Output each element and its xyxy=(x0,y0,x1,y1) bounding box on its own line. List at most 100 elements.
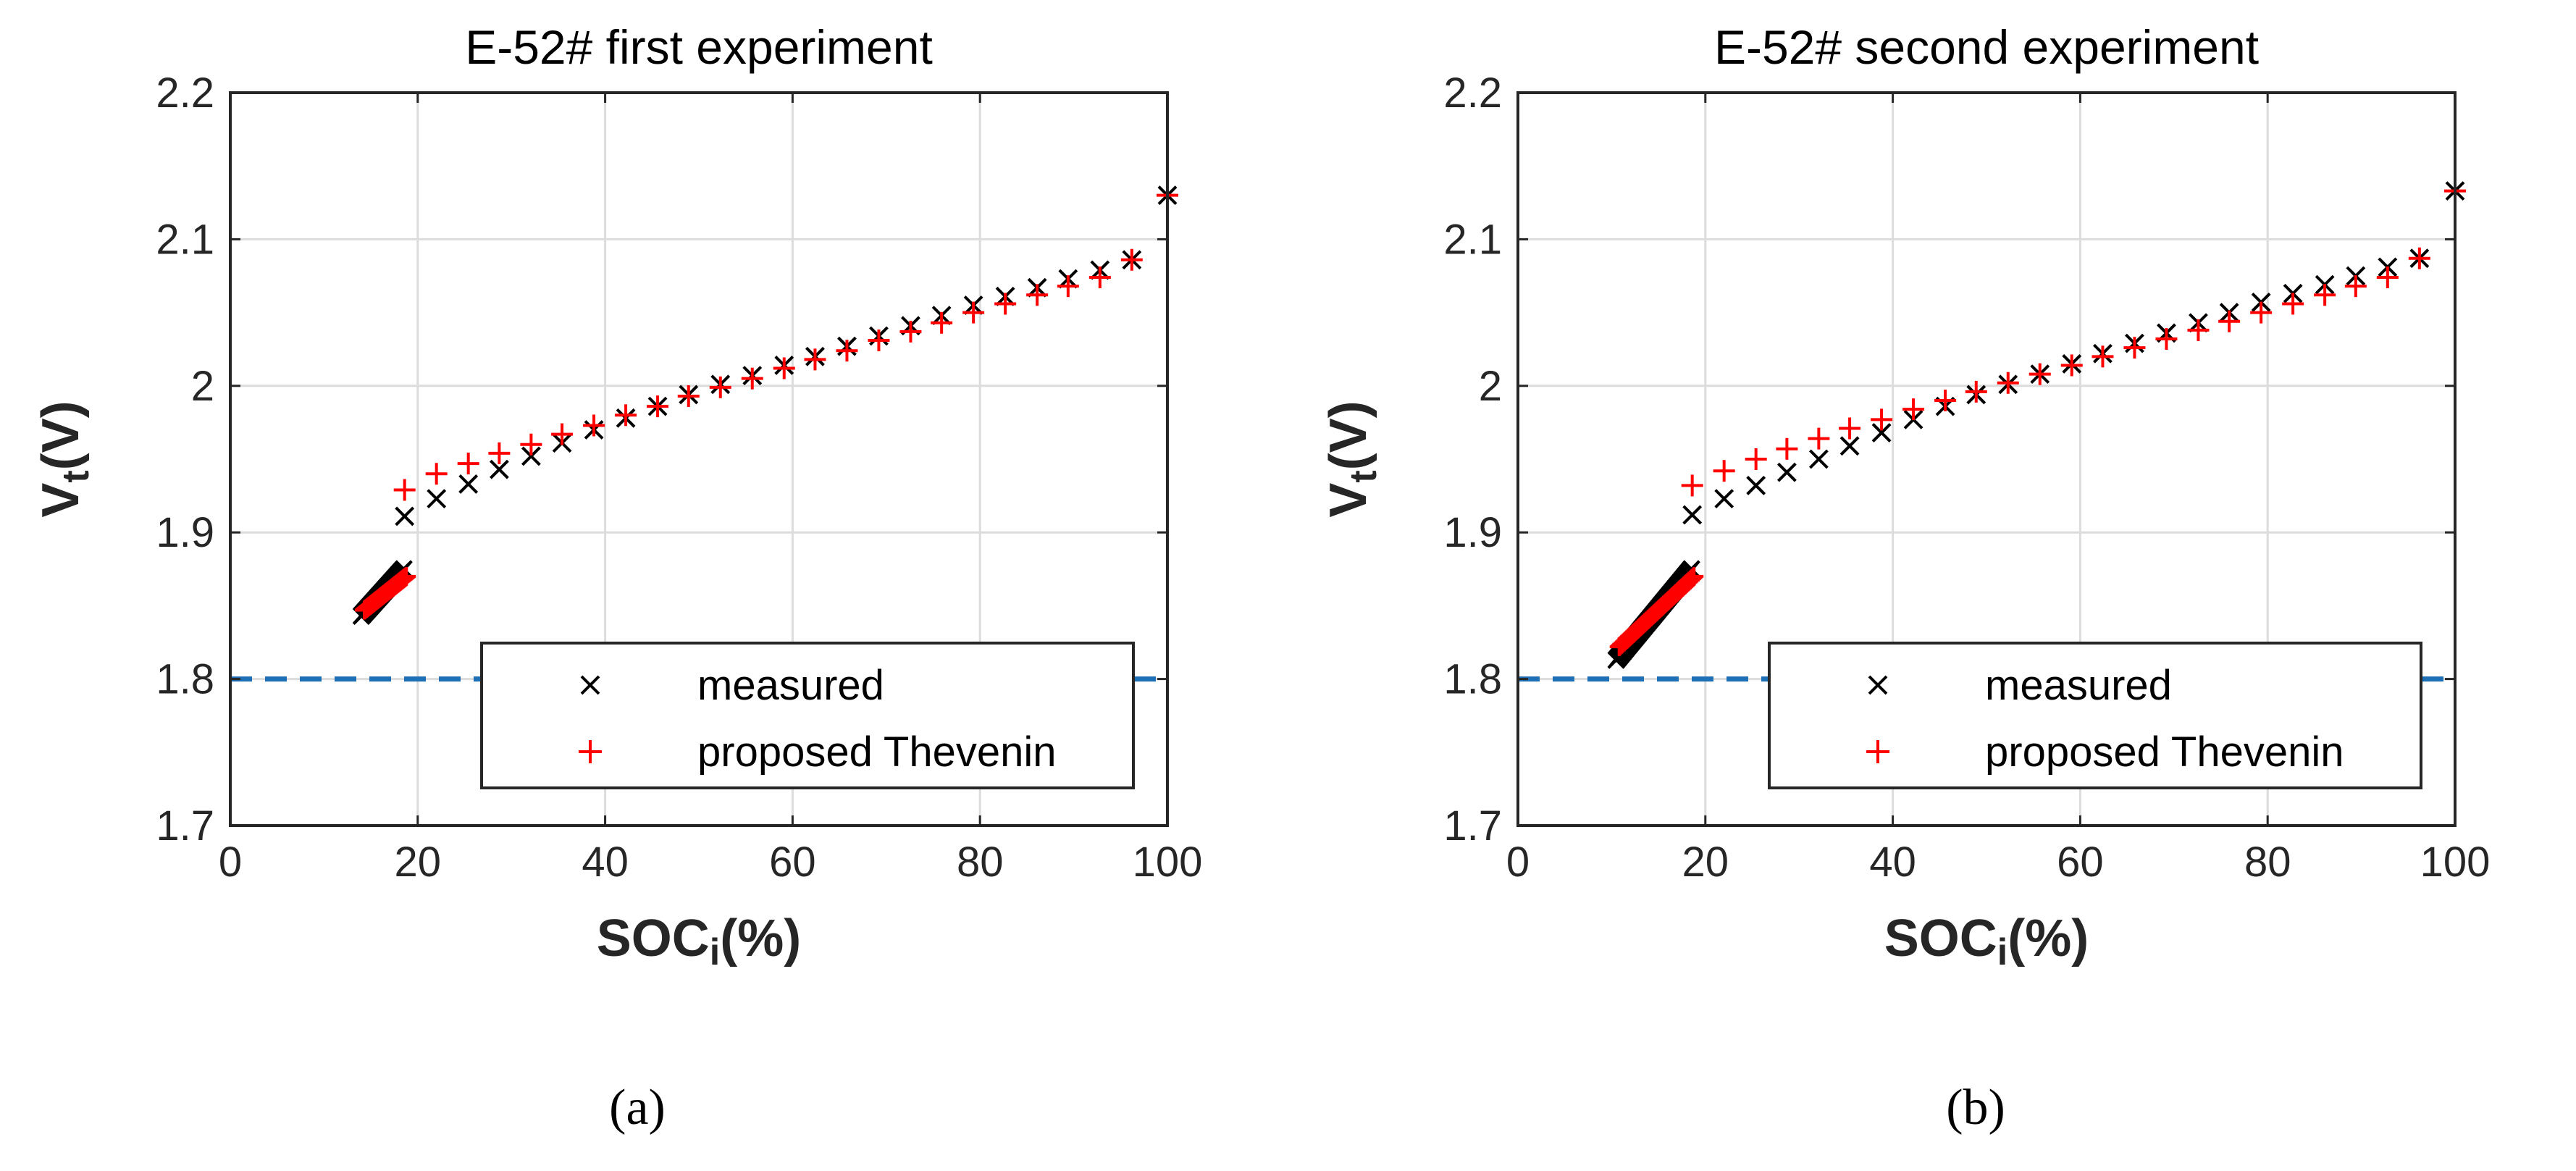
proposed-thevenin-point xyxy=(2282,293,2304,315)
proposed-thevenin-point xyxy=(677,385,700,407)
measured-point xyxy=(1682,505,1703,525)
cluster-proposed-marker xyxy=(1685,566,1704,586)
proposed-thevenin-point xyxy=(520,433,542,456)
proposed-thevenin-point xyxy=(2155,328,2178,351)
proposed-thevenin-point xyxy=(457,453,479,475)
y-tick-label: 1.7 xyxy=(156,802,214,849)
measured-point xyxy=(1776,462,1797,482)
proposed-thevenin-point xyxy=(709,376,731,398)
proposed-thevenin-point xyxy=(488,442,511,464)
proposed-thevenin-point xyxy=(1776,437,1798,460)
series-measured xyxy=(1682,181,2465,525)
proposed-thevenin-point xyxy=(2408,247,2430,269)
legend-box xyxy=(480,642,1135,789)
proposed-thevenin-point xyxy=(1965,380,1987,403)
measured-point xyxy=(1714,489,1734,509)
proposed-thevenin-point xyxy=(1745,448,1767,470)
proposed-thevenin-point xyxy=(2060,354,2083,377)
proposed-thevenin-point xyxy=(425,463,448,485)
dense-cluster xyxy=(352,560,416,625)
proposed-thevenin-point xyxy=(1088,266,1111,289)
y-tick-label: 2 xyxy=(1479,363,1502,410)
axes-frame xyxy=(229,91,1169,827)
measured-point xyxy=(458,474,479,494)
legend: measured proposed Thevenin xyxy=(480,642,1135,789)
chart-title: E-52# second experiment xyxy=(1714,20,2259,74)
proposed-thevenin-point xyxy=(962,301,985,324)
proposed-thevenin-point xyxy=(2344,275,2367,298)
chart-title: E-52# first experiment xyxy=(465,20,933,74)
x-tick-label: 60 xyxy=(2057,839,2104,886)
x-tick-label: 100 xyxy=(2420,839,2491,886)
series-proposed-thevenin xyxy=(393,184,1178,501)
dense-cluster xyxy=(1607,560,1704,669)
proposed-thevenin-point xyxy=(2314,284,2336,306)
proposed-thevenin-point xyxy=(1713,460,1735,482)
proposed-thevenin-point xyxy=(2123,337,2146,359)
x-tick-label: 20 xyxy=(1682,839,1729,886)
proposed-thevenin-point xyxy=(393,479,416,501)
legend-proposed-marker xyxy=(579,740,602,763)
proposed-thevenin-point xyxy=(868,330,890,352)
proposed-thevenin-point xyxy=(615,404,637,427)
proposed-thevenin-point xyxy=(2376,266,2399,289)
proposed-thevenin-point xyxy=(583,414,605,437)
x-tick-label: 80 xyxy=(957,839,1004,886)
measured-point xyxy=(1871,423,1892,442)
chart-panel-b: 0 20 40 60 80 100 1.7 1.8 1.9 2 2.1 2.2 E-52# second… xyxy=(1288,0,2575,1167)
proposed-thevenin-point xyxy=(1934,390,1957,412)
legend-proposed-label: proposed Thevenin xyxy=(1985,729,2344,776)
proposed-thevenin-point xyxy=(1026,284,1049,306)
y-tick-label: 2.2 xyxy=(1443,70,1502,117)
legend: measured proposed Thevenin xyxy=(1768,642,2422,789)
proposed-thevenin-point xyxy=(2218,310,2241,332)
y-tick-label: 1.9 xyxy=(156,509,214,556)
x-tick-label: 40 xyxy=(582,839,629,886)
legend-proposed-marker xyxy=(1866,740,1889,763)
legend-box xyxy=(1768,642,2422,789)
proposed-thevenin-point xyxy=(1997,372,2019,394)
proposed-thevenin-point xyxy=(1808,427,1830,450)
proposed-thevenin-point xyxy=(551,423,574,445)
measured-point xyxy=(1808,449,1829,469)
proposed-thevenin-point xyxy=(899,320,922,343)
proposed-thevenin-point xyxy=(994,293,1017,315)
y-tick-label: 2.1 xyxy=(156,216,214,263)
proposed-thevenin-point xyxy=(773,357,795,379)
proposed-thevenin-point xyxy=(741,367,763,390)
legend-measured-marker xyxy=(1868,675,1888,695)
series-proposed-thevenin xyxy=(1681,180,2466,497)
proposed-thevenin-point xyxy=(1839,417,1861,440)
legend-proposed-label: proposed Thevenin xyxy=(697,729,1057,776)
x-tick-label: 60 xyxy=(769,839,816,886)
measured-point xyxy=(1746,476,1766,495)
y-tick-label: 1.9 xyxy=(1443,509,1502,556)
proposed-thevenin-point xyxy=(1120,248,1143,271)
y-axis-label: Vt(V) xyxy=(32,400,97,517)
proposed-thevenin-point xyxy=(1902,398,1925,421)
chart-panel-a: 0 20 40 60 80 100 1.7 1.8 1.9 2 2.1 2.2 E-52# first … xyxy=(0,0,1288,1167)
x-tick-label: 40 xyxy=(1869,839,1916,886)
y-tick-label: 2.1 xyxy=(1443,216,1502,263)
measured-point xyxy=(1839,436,1860,456)
scatter-chart-b: 0 20 40 60 80 100 1.7 1.8 1.9 2 2.1 2.2 E-52# second… xyxy=(1320,20,2491,973)
y-tick-label: 1.7 xyxy=(1443,802,1502,849)
x-tick-label: 100 xyxy=(1133,839,1203,886)
proposed-thevenin-point xyxy=(1871,408,1893,431)
series-measured xyxy=(395,185,1178,526)
proposed-thevenin-point xyxy=(1057,275,1079,298)
x-axis-label: SOCi(%) xyxy=(1884,910,2089,973)
proposed-thevenin-point xyxy=(1681,474,1703,497)
legend-measured-marker xyxy=(580,675,600,695)
proposed-thevenin-point xyxy=(2187,319,2210,341)
proposed-thevenin-point xyxy=(2029,363,2051,385)
legend-measured-label: measured xyxy=(697,662,884,709)
measured-point xyxy=(489,459,509,479)
measured-point xyxy=(395,506,415,526)
y-tick-label: 2 xyxy=(191,363,214,410)
x-axis-label: SOCi(%) xyxy=(597,910,801,973)
tick-marks xyxy=(1516,91,2457,827)
cluster-proposed-marker xyxy=(397,566,416,586)
axes-frame xyxy=(1516,91,2457,827)
x-tick-label: 20 xyxy=(395,839,442,886)
